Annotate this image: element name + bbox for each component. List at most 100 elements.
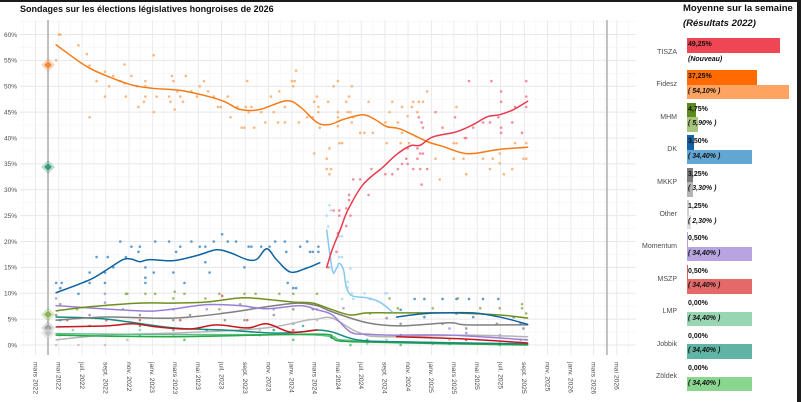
x-tick-label: mars 2024 <box>311 362 318 394</box>
poll-point <box>278 90 281 93</box>
poll-point <box>305 115 309 119</box>
result-marker <box>43 328 53 338</box>
poll-point <box>144 292 147 296</box>
poll-point <box>399 343 402 347</box>
poll-point <box>488 167 492 171</box>
poll-point <box>421 100 425 104</box>
trend-line <box>395 311 529 326</box>
poll-point <box>317 245 320 248</box>
poll-point <box>328 172 331 176</box>
poll-point <box>184 74 188 78</box>
poll-point <box>340 235 344 238</box>
result-2022-bar <box>687 117 699 132</box>
window-top-border <box>0 0 801 2</box>
poll-point <box>421 152 425 155</box>
poll-point <box>326 225 330 228</box>
party-label: Momentum <box>641 243 677 251</box>
poll-point <box>226 95 230 98</box>
poll-point <box>290 79 294 83</box>
x-tick-label: juil. 2025 <box>496 361 503 389</box>
poll-point <box>54 343 58 347</box>
poll-point <box>269 95 273 98</box>
poll-point <box>173 290 176 294</box>
current-average-value: 3,50% <box>688 138 708 146</box>
poll-point <box>481 297 485 301</box>
poll-point <box>400 162 404 166</box>
poll-point <box>406 114 409 118</box>
poll-point <box>370 167 373 171</box>
poll-point <box>125 292 129 296</box>
poll-point <box>385 291 389 295</box>
y-tick-label: 20% <box>4 239 17 246</box>
poll-point <box>85 52 89 56</box>
poll-point <box>520 131 524 135</box>
poll-point <box>332 209 336 212</box>
poll-point <box>336 124 340 128</box>
result-marker <box>43 162 53 172</box>
poll-point <box>312 100 316 104</box>
poll-point <box>421 126 425 129</box>
poll-point <box>144 276 147 280</box>
y-tick-label: 60% <box>4 32 17 39</box>
result-marker <box>43 309 53 319</box>
poll-point <box>513 141 517 145</box>
legend-row: MSZP 0,50% ( 34,40% ) <box>640 264 797 294</box>
weekly-average-panel: Moyenne sur la semaine (Résultats 2022) … <box>640 0 797 402</box>
poll-point <box>347 198 351 202</box>
current-average-bar <box>687 264 688 280</box>
poll-point <box>258 328 262 332</box>
poll-point <box>183 281 186 285</box>
poll-point <box>337 141 341 145</box>
x-tick-label: mars 2026 <box>589 362 596 394</box>
poll-point <box>478 306 482 310</box>
poll-point <box>471 126 475 129</box>
x-tick-label: mai 2025 <box>473 362 480 390</box>
poll-point <box>499 131 503 135</box>
result-2022-value: ( 34,40% ) <box>688 314 721 322</box>
poll-point <box>54 297 58 300</box>
poll-point <box>336 79 340 83</box>
poll-point <box>95 255 98 259</box>
poll-point <box>411 100 415 104</box>
poll-point <box>423 297 426 301</box>
y-tick-label: 15% <box>4 265 17 272</box>
poll-point <box>416 147 419 150</box>
poll-point <box>498 152 502 155</box>
x-tick-label: mai 2022 <box>55 362 62 390</box>
poll-point <box>172 318 175 322</box>
poll-point <box>488 121 492 124</box>
poll-point <box>152 271 156 274</box>
poll-point <box>420 121 423 124</box>
poll-point <box>77 44 80 47</box>
y-tick-label: 0% <box>8 342 18 349</box>
poll-point <box>464 331 468 335</box>
poll-point <box>202 79 206 83</box>
poll-point <box>499 126 503 129</box>
poll-point <box>138 328 142 332</box>
poll-point <box>247 245 250 248</box>
poll-point <box>337 214 341 217</box>
result-2022-bar <box>687 214 692 229</box>
poll-point <box>244 105 248 109</box>
poll-point <box>337 235 341 238</box>
result-2022-value: ( 54,10% ) <box>688 87 721 95</box>
x-tick-label: juil. 2024 <box>357 361 364 389</box>
poll-point <box>522 157 525 160</box>
trend-line <box>55 247 321 294</box>
poll-point <box>363 131 366 135</box>
poll-point <box>481 121 485 124</box>
poll-point <box>219 105 223 109</box>
legend-row: Fidesz 37,25% ( 54,10% ) <box>640 70 797 100</box>
poll-point <box>423 315 426 319</box>
poll-point <box>336 110 340 114</box>
current-average-value: 0,00% <box>688 332 708 340</box>
poll-point <box>291 338 295 342</box>
poll-point <box>291 308 295 311</box>
current-average-value: 0,50% <box>688 235 708 243</box>
poll-point <box>497 115 500 119</box>
legend-row: Zöldek 0,00% ( 34,40% ) <box>640 362 797 391</box>
poll-point <box>276 121 280 124</box>
poll-point <box>291 292 295 296</box>
poll-point <box>396 167 400 171</box>
poll-point <box>112 74 115 78</box>
